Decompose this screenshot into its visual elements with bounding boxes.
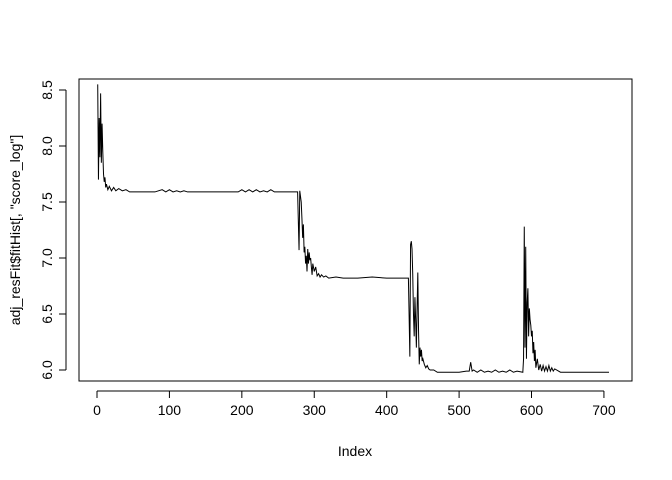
x-tick-label: 700 (592, 402, 616, 418)
x-axis-ticks: 0 100 200 300 400 500 600 700 (93, 391, 616, 418)
y-tick-label: 7.0 (39, 248, 55, 268)
x-tick-label: 100 (158, 402, 182, 418)
x-tick-label: 0 (93, 402, 101, 418)
series-line (97, 84, 609, 373)
y-tick-label: 8.5 (39, 80, 55, 100)
y-tick-label: 8.0 (39, 136, 55, 156)
x-tick-label: 300 (303, 402, 327, 418)
x-tick-label: 600 (520, 402, 544, 418)
x-tick-label: 500 (447, 402, 471, 418)
x-axis-label: Index (338, 443, 372, 459)
plot-frame (78, 78, 633, 382)
x-tick-label: 400 (375, 402, 399, 418)
y-tick-label: 7.5 (39, 192, 55, 212)
y-tick-label: 6.0 (39, 360, 55, 380)
y-axis-ticks: 6.0 6.5 7.0 7.5 8.0 8.5 (39, 80, 66, 380)
y-tick-label: 6.5 (39, 304, 55, 324)
x-tick-label: 200 (230, 402, 254, 418)
y-axis-label: adj_resFit$fitHist[, "score_log"] (7, 135, 23, 325)
